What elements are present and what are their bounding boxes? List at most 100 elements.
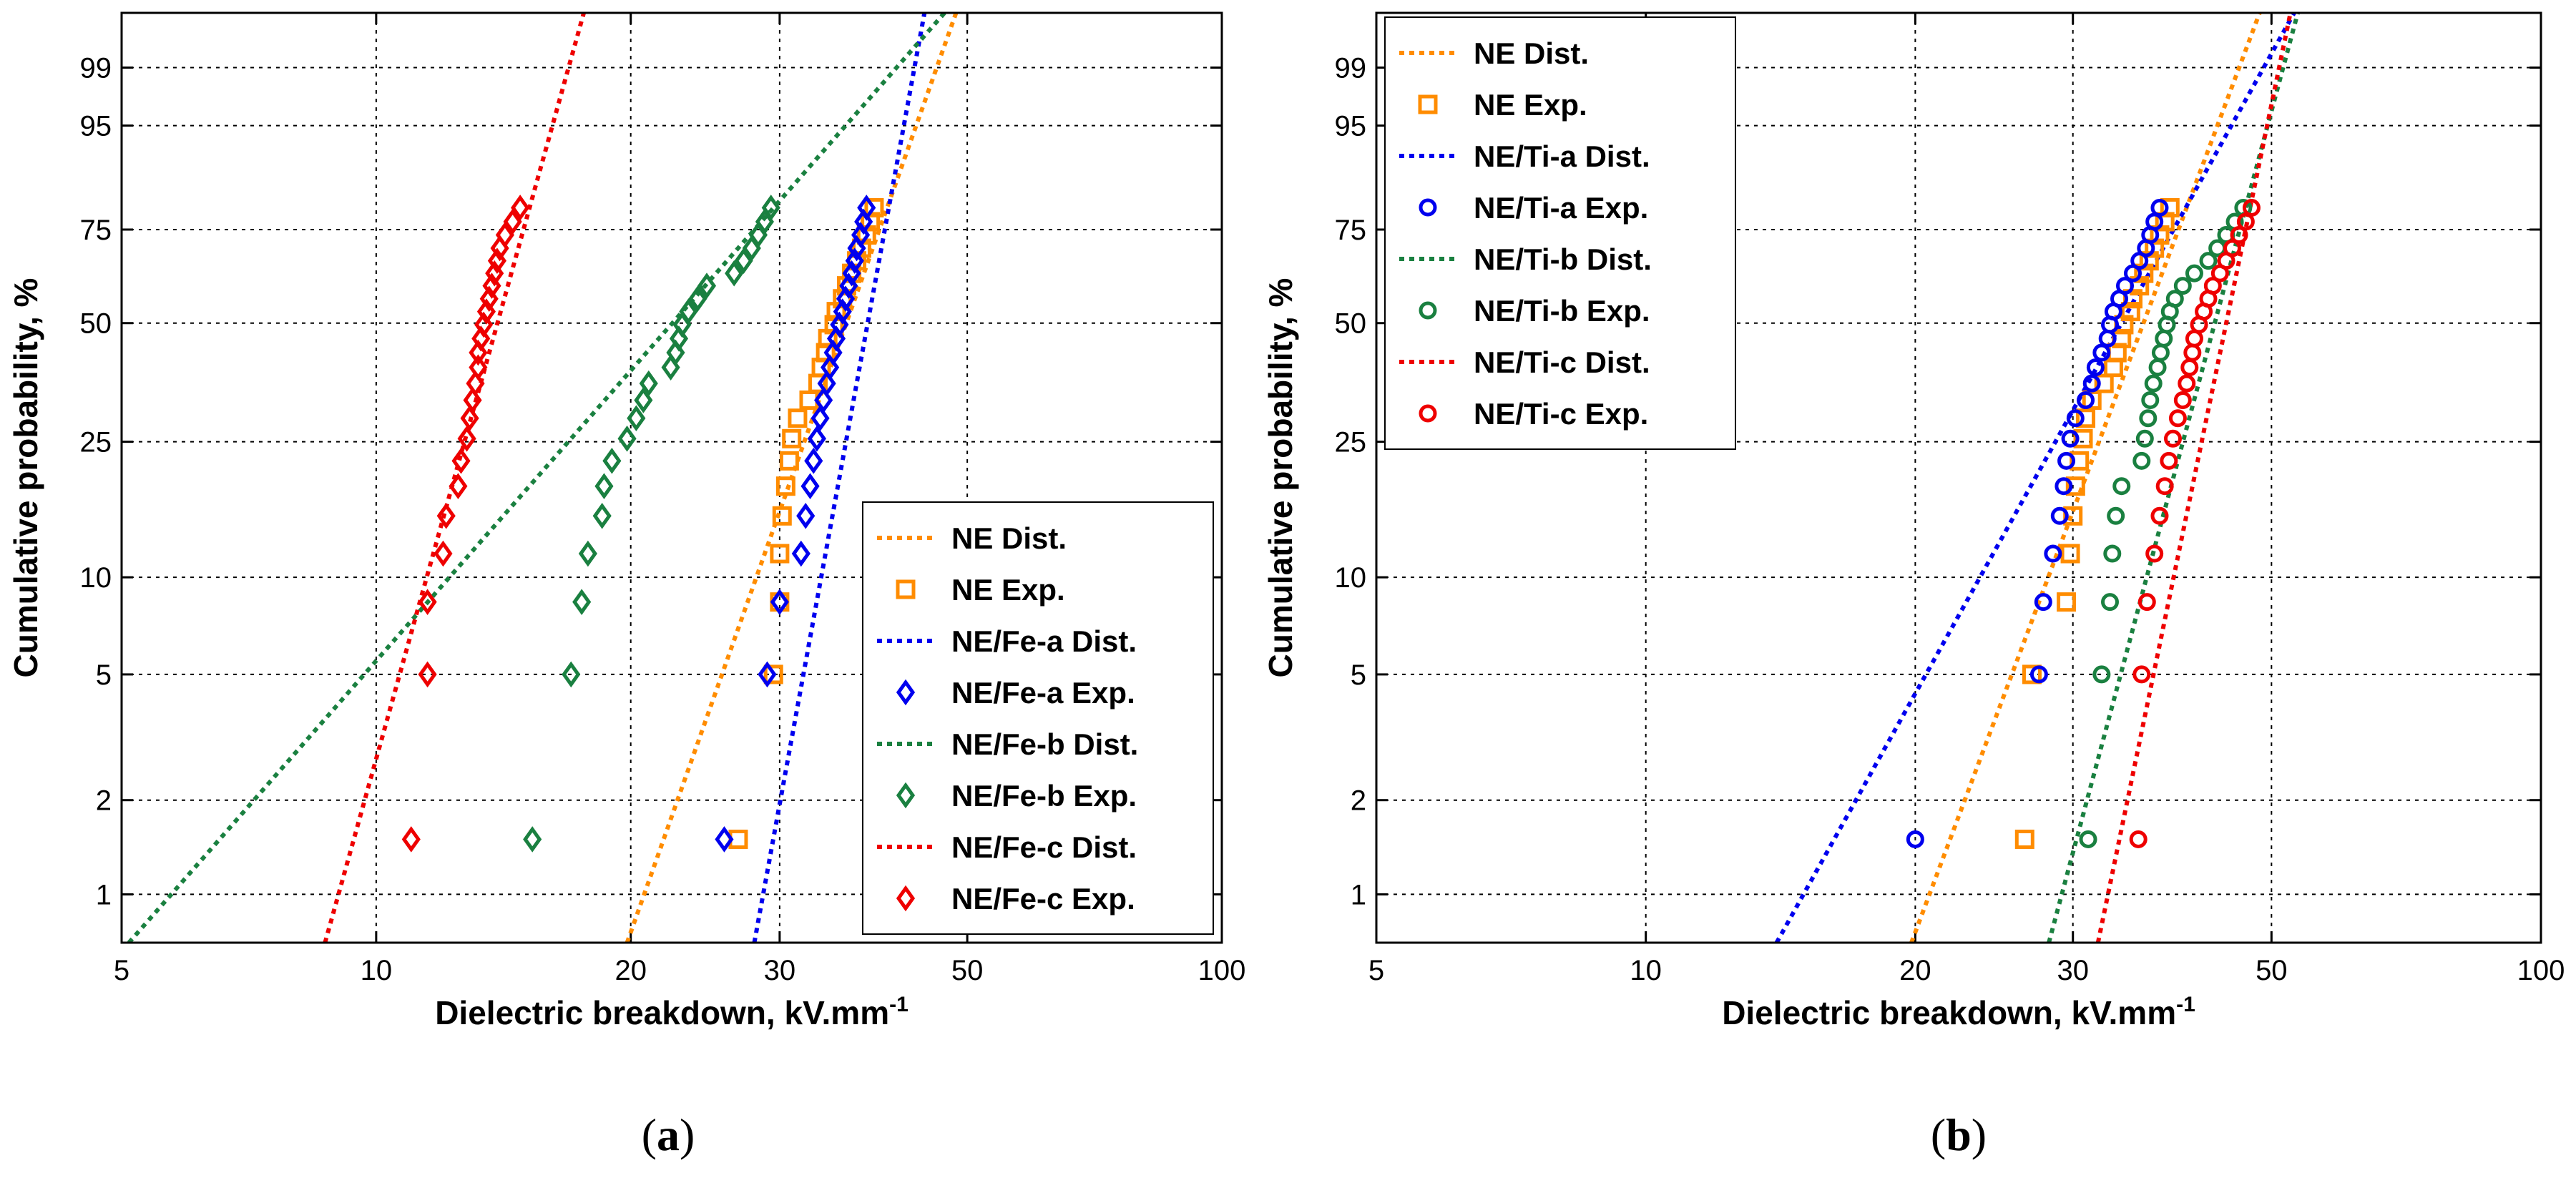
point-ne-ti-a-exp- bbox=[2150, 198, 2169, 217]
point-ne-ti-c-exp- bbox=[2132, 665, 2151, 684]
point-ne-fe-a-exp- bbox=[758, 661, 777, 688]
point-ne-ti-b-exp- bbox=[2132, 451, 2151, 470]
point-ne-exp- bbox=[763, 664, 783, 684]
point-ne-exp- bbox=[2076, 408, 2096, 428]
x-axis-label: Dielectric breakdown, kV.mm-1 bbox=[435, 993, 909, 1031]
legend-entry: NE/Ti-b Exp. bbox=[1474, 294, 1650, 328]
point-ne-ti-b-exp- bbox=[2101, 593, 2120, 612]
point-ne-fe-b-exp- bbox=[592, 503, 612, 529]
y-tick-label: 5 bbox=[96, 659, 112, 691]
point-ne-exp- bbox=[779, 451, 799, 471]
point-ne-ti-c-exp- bbox=[2242, 198, 2261, 217]
x-tick-label: 100 bbox=[1198, 955, 1246, 986]
point-ne-exp- bbox=[2065, 476, 2085, 496]
legend-marker-swatch bbox=[1419, 404, 1437, 423]
x-tick-label: 30 bbox=[764, 955, 796, 986]
point-ne-ti-c-exp- bbox=[2178, 374, 2196, 393]
x-tick-label: 30 bbox=[2057, 955, 2089, 986]
point-ne-fe-c-exp- bbox=[466, 370, 485, 397]
legend-entry: NE/Fe-b Exp. bbox=[951, 779, 1137, 813]
point-ne-fe-c-exp- bbox=[401, 826, 421, 853]
y-tick-label: 95 bbox=[80, 111, 112, 142]
point-ne-ti-b-exp- bbox=[2139, 409, 2158, 428]
point-ne-ti-a-exp- bbox=[2116, 277, 2135, 295]
y-tick-label: 75 bbox=[1335, 215, 1367, 246]
caption-open-paren: ( bbox=[642, 1109, 657, 1160]
point-ne-fe-c-exp- bbox=[463, 387, 482, 413]
point-ne-fe-c-exp- bbox=[469, 339, 488, 366]
y-tick-label: 25 bbox=[1335, 427, 1367, 458]
point-ne-ti-b-exp- bbox=[2185, 264, 2203, 283]
legend-entry: NE/Ti-a Dist. bbox=[1474, 139, 1650, 173]
point-ne-ti-c-exp- bbox=[2137, 593, 2156, 612]
point-ne-exp- bbox=[2063, 506, 2083, 526]
legend-entry: NE/Fe-a Dist. bbox=[951, 624, 1137, 658]
point-ne-ti-b-exp- bbox=[2079, 830, 2097, 848]
point-ne-fe-b-exp- bbox=[688, 285, 707, 313]
point-ne-exp- bbox=[2160, 197, 2180, 217]
point-ne-exp- bbox=[2120, 302, 2140, 322]
legend-marker-swatch bbox=[1419, 198, 1437, 217]
point-ne-ti-a-exp- bbox=[1906, 830, 1924, 848]
point-ne-ti-c-exp- bbox=[2145, 544, 2164, 563]
series-line-ne-fe-c-dist- bbox=[323, 13, 586, 943]
series-line-ne-ti-b-dist- bbox=[2047, 13, 2300, 943]
point-ne-exp- bbox=[770, 544, 790, 564]
point-ne-fe-a-exp- bbox=[770, 589, 789, 615]
point-ne-ti-a-exp- bbox=[2050, 506, 2069, 525]
legend-marker-swatch bbox=[896, 885, 916, 912]
point-ne-fe-a-exp- bbox=[810, 405, 830, 432]
legend-marker-swatch bbox=[1418, 94, 1438, 114]
caption-letter: a bbox=[657, 1109, 680, 1160]
point-ne-fe-b-exp- bbox=[578, 540, 597, 567]
legend-marker-swatch bbox=[896, 679, 916, 706]
point-ne-ti-b-exp- bbox=[2141, 391, 2160, 409]
point-ne-ti-c-exp- bbox=[2160, 451, 2178, 470]
series-line-ne-fe-a-dist- bbox=[752, 13, 927, 943]
point-ne-fe-b-exp- bbox=[679, 298, 698, 325]
x-axis-label-sup: -1 bbox=[2176, 993, 2195, 1016]
point-ne-exp- bbox=[2073, 428, 2093, 448]
point-ne-ti-c-exp- bbox=[2168, 409, 2187, 428]
point-ne-exp- bbox=[788, 408, 808, 428]
point-ne-exp- bbox=[772, 506, 792, 526]
point-ne-fe-c-exp- bbox=[434, 540, 453, 567]
point-ne-ti-a-exp- bbox=[2082, 374, 2101, 393]
legend-entry: NE/Fe-b Dist. bbox=[951, 727, 1138, 761]
x-tick-label: 50 bbox=[951, 955, 984, 986]
point-ne-fe-a-exp- bbox=[791, 540, 810, 567]
point-ne-ti-c-exp- bbox=[2155, 477, 2174, 496]
point-ne-ti-a-exp- bbox=[2029, 665, 2048, 684]
y-tick-label: 75 bbox=[80, 215, 112, 246]
x-tick-label: 10 bbox=[1630, 955, 1662, 986]
x-tick-label: 20 bbox=[614, 955, 647, 986]
x-tick-label: 10 bbox=[361, 955, 393, 986]
plot-series bbox=[1774, 13, 2300, 943]
legend-entry: NE/Ti-c Dist. bbox=[1474, 345, 1650, 379]
y-tick-label: 10 bbox=[1335, 562, 1367, 594]
point-ne-fe-a-exp- bbox=[817, 370, 836, 397]
point-ne-ti-b-exp- bbox=[2199, 252, 2218, 270]
point-ne-fe-c-exp- bbox=[436, 503, 456, 529]
y-tick-label: 99 bbox=[1335, 52, 1367, 84]
point-ne-ti-a-exp- bbox=[2077, 391, 2095, 409]
x-tick-label: 50 bbox=[2256, 955, 2288, 986]
point-ne-fe-b-exp- bbox=[617, 426, 637, 452]
point-ne-fe-c-exp- bbox=[495, 222, 514, 248]
point-ne-fe-b-exp- bbox=[627, 405, 646, 432]
point-ne-ti-c-exp- bbox=[2223, 239, 2241, 257]
point-ne-fe-a-exp- bbox=[804, 448, 823, 474]
point-ne-ti-c-exp- bbox=[2150, 506, 2169, 525]
point-ne-fe-a-exp- bbox=[800, 473, 820, 500]
y-tick-label: 10 bbox=[80, 562, 112, 594]
point-ne-ti-a-exp- bbox=[2066, 409, 2085, 428]
point-ne-fe-b-exp- bbox=[639, 370, 658, 397]
point-ne-fe-b-exp- bbox=[562, 661, 581, 688]
legend-box bbox=[1384, 16, 1736, 450]
point-ne-fe-c-exp- bbox=[469, 354, 488, 381]
point-ne-fe-b-exp- bbox=[523, 826, 542, 853]
y-tick-label: 1 bbox=[1351, 879, 1366, 910]
y-tick-label: 99 bbox=[80, 52, 112, 84]
legend-entry: NE Dist. bbox=[951, 521, 1067, 555]
